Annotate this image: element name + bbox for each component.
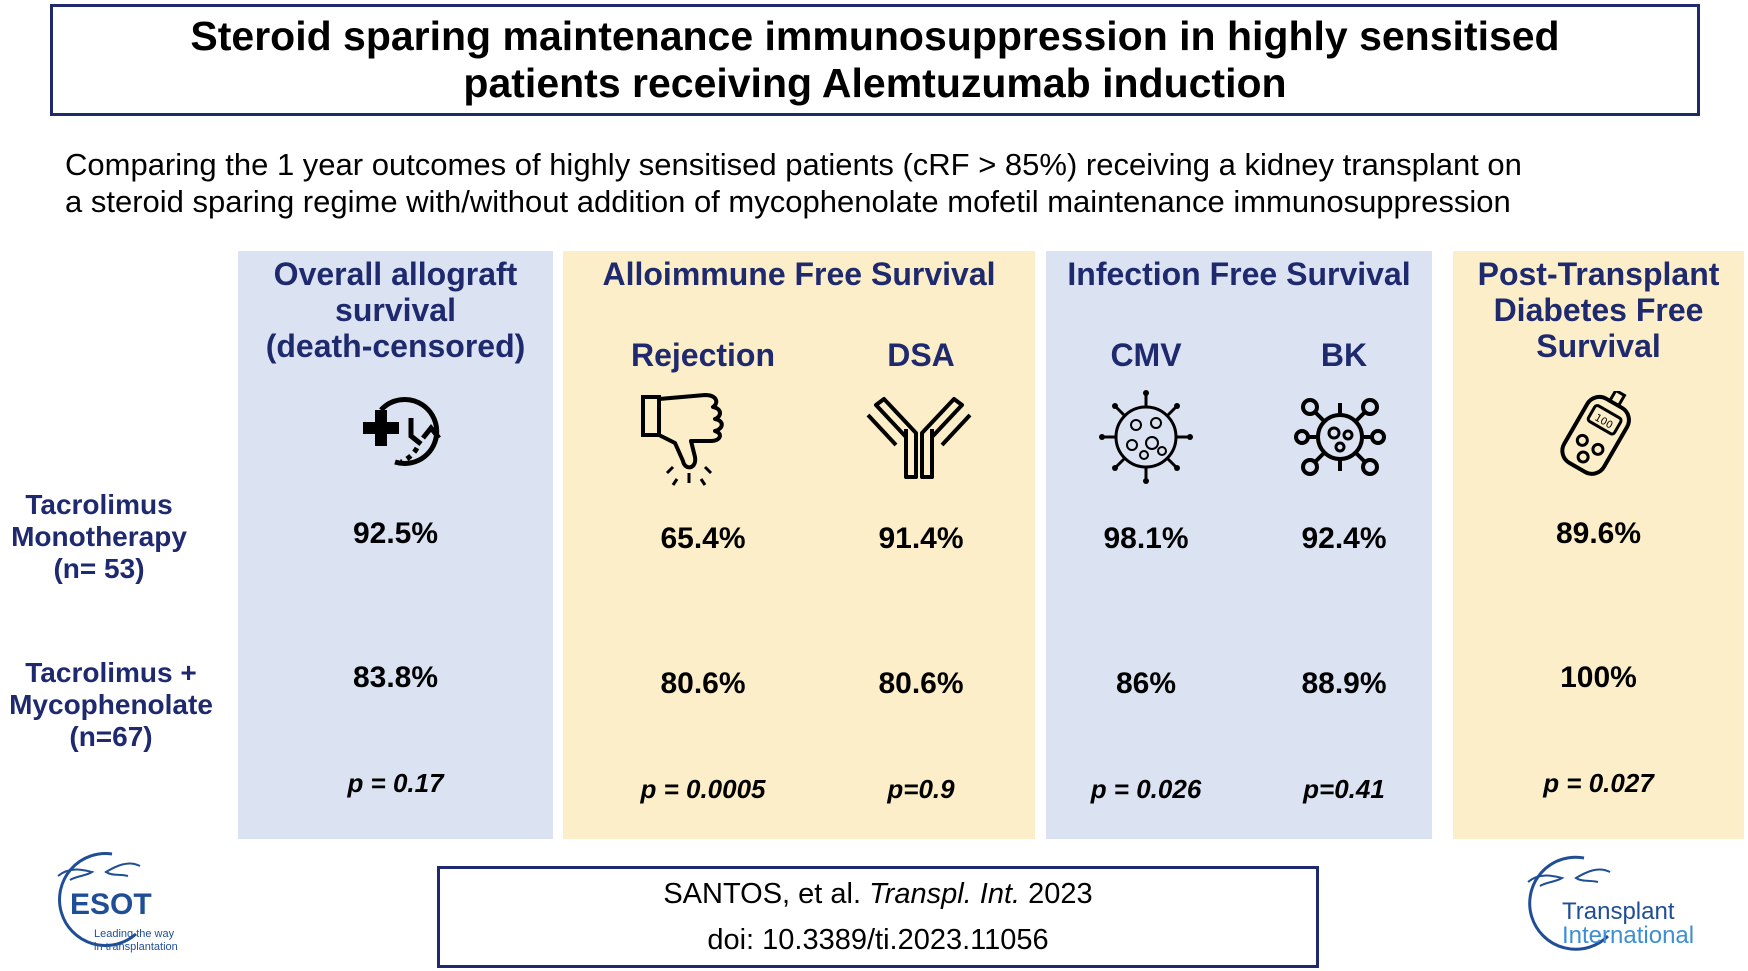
panel-header-diabetes: Post-Transplant Diabetes Free Survival xyxy=(1477,256,1720,364)
esot-logo-mark xyxy=(57,852,141,948)
subtitle-line-1: Comparing the 1 year outcomes of highly … xyxy=(65,147,1522,182)
glucose-meter-icon: 100 xyxy=(1560,391,1631,476)
cmv-p-value: p = 0.026 xyxy=(1090,774,1202,804)
subheader-bk: BK xyxy=(1320,337,1368,373)
citation-doi[interactable]: doi: 10.3389/ti.2023.11056 xyxy=(707,924,1049,956)
cmv-mono-value: 98.1% xyxy=(1103,522,1189,555)
transplant-international-logo: Transplant International xyxy=(1508,850,1744,962)
allograft-combo-value: 83.8% xyxy=(352,661,439,694)
panel-alloimmune-free-survival: Alloimmune Free Survival Rejection DSA 6… xyxy=(563,251,1035,839)
dsa-p-value: p=0.9 xyxy=(887,774,955,804)
medical-clock-icon xyxy=(363,397,441,466)
diabetes-mono-value: 89.6% xyxy=(1555,517,1642,550)
panel-diabetes-free-survival: Post-Transplant Diabetes Free Survival 1… xyxy=(1453,251,1744,839)
diabetes-p-value: p = 0.027 xyxy=(1543,768,1654,798)
row-label-monotherapy: Tacrolimus Monotherapy (n= 53) xyxy=(11,489,187,584)
dsa-mono-value: 91.4% xyxy=(878,522,964,555)
bk-combo-value: 88.9% xyxy=(1301,667,1387,700)
ti-name-line-1: Transplant xyxy=(1562,898,1675,925)
row-label-combination: Tacrolimus + Mycophenolate (n=67) xyxy=(9,657,213,752)
ti-logo-mark xyxy=(1527,855,1611,951)
rejection-mono-value: 65.4% xyxy=(660,522,746,555)
panel-header-alloimmune: Alloimmune Free Survival xyxy=(602,256,996,292)
title-line-1: Steroid sparing maintenance immunosuppre… xyxy=(190,13,1560,59)
rejection-p-value: p = 0.0005 xyxy=(640,774,766,804)
ti-name-line-2: International xyxy=(1562,922,1695,949)
esot-name: ESOT xyxy=(70,888,152,921)
esot-logo: ESOT Leading the way in transplantation xyxy=(30,846,210,961)
antibody-icon xyxy=(866,397,972,479)
diabetes-combo-value: 100% xyxy=(1560,661,1637,694)
panel-infection-free-survival: Infection Free Survival CMV BK xyxy=(1046,251,1432,839)
bk-virus-icon xyxy=(1294,398,1386,476)
citation-year: 2023 xyxy=(1028,878,1093,910)
rejection-combo-value: 80.6% xyxy=(660,667,746,700)
title-box: Steroid sparing maintenance immunosuppre… xyxy=(50,4,1700,116)
subheader-rejection: Rejection xyxy=(630,337,776,373)
virus-icon xyxy=(1099,390,1193,484)
subheader-cmv: CMV xyxy=(1110,337,1182,373)
panel-header-infection: Infection Free Survival xyxy=(1067,256,1411,292)
cmv-combo-value: 86% xyxy=(1115,667,1177,700)
subtitle: Comparing the 1 year outcomes of highly … xyxy=(65,146,1705,220)
bk-p-value: p=0.41 xyxy=(1303,774,1385,804)
allograft-mono-value: 92.5% xyxy=(352,517,439,550)
citation-authors: SANTOS, et al. xyxy=(663,878,862,910)
title-line-2: patients receiving Alemtuzumab induction xyxy=(463,60,1287,106)
citation-box: SANTOS, et al. Transpl. Int. 2023 doi: 1… xyxy=(437,866,1319,968)
citation-line: SANTOS, et al. Transpl. Int. 2023 xyxy=(663,871,1092,917)
subheader-dsa: DSA xyxy=(887,337,955,373)
esot-tagline: Leading the way in transplantation xyxy=(94,928,178,953)
panel-allograft-survival: Overall allograft survival (death-censor… xyxy=(238,251,553,839)
panel-header-allograft: Overall allograft survival (death-censor… xyxy=(265,256,526,364)
subtitle-line-2: a steroid sparing regime with/without ad… xyxy=(65,184,1511,219)
citation-journal: Transpl. Int. xyxy=(869,878,1021,910)
bk-mono-value: 92.4% xyxy=(1301,522,1387,555)
dsa-combo-value: 80.6% xyxy=(878,667,964,700)
allograft-p-value: p = 0.17 xyxy=(347,768,444,798)
thumbs-down-icon xyxy=(641,393,724,486)
